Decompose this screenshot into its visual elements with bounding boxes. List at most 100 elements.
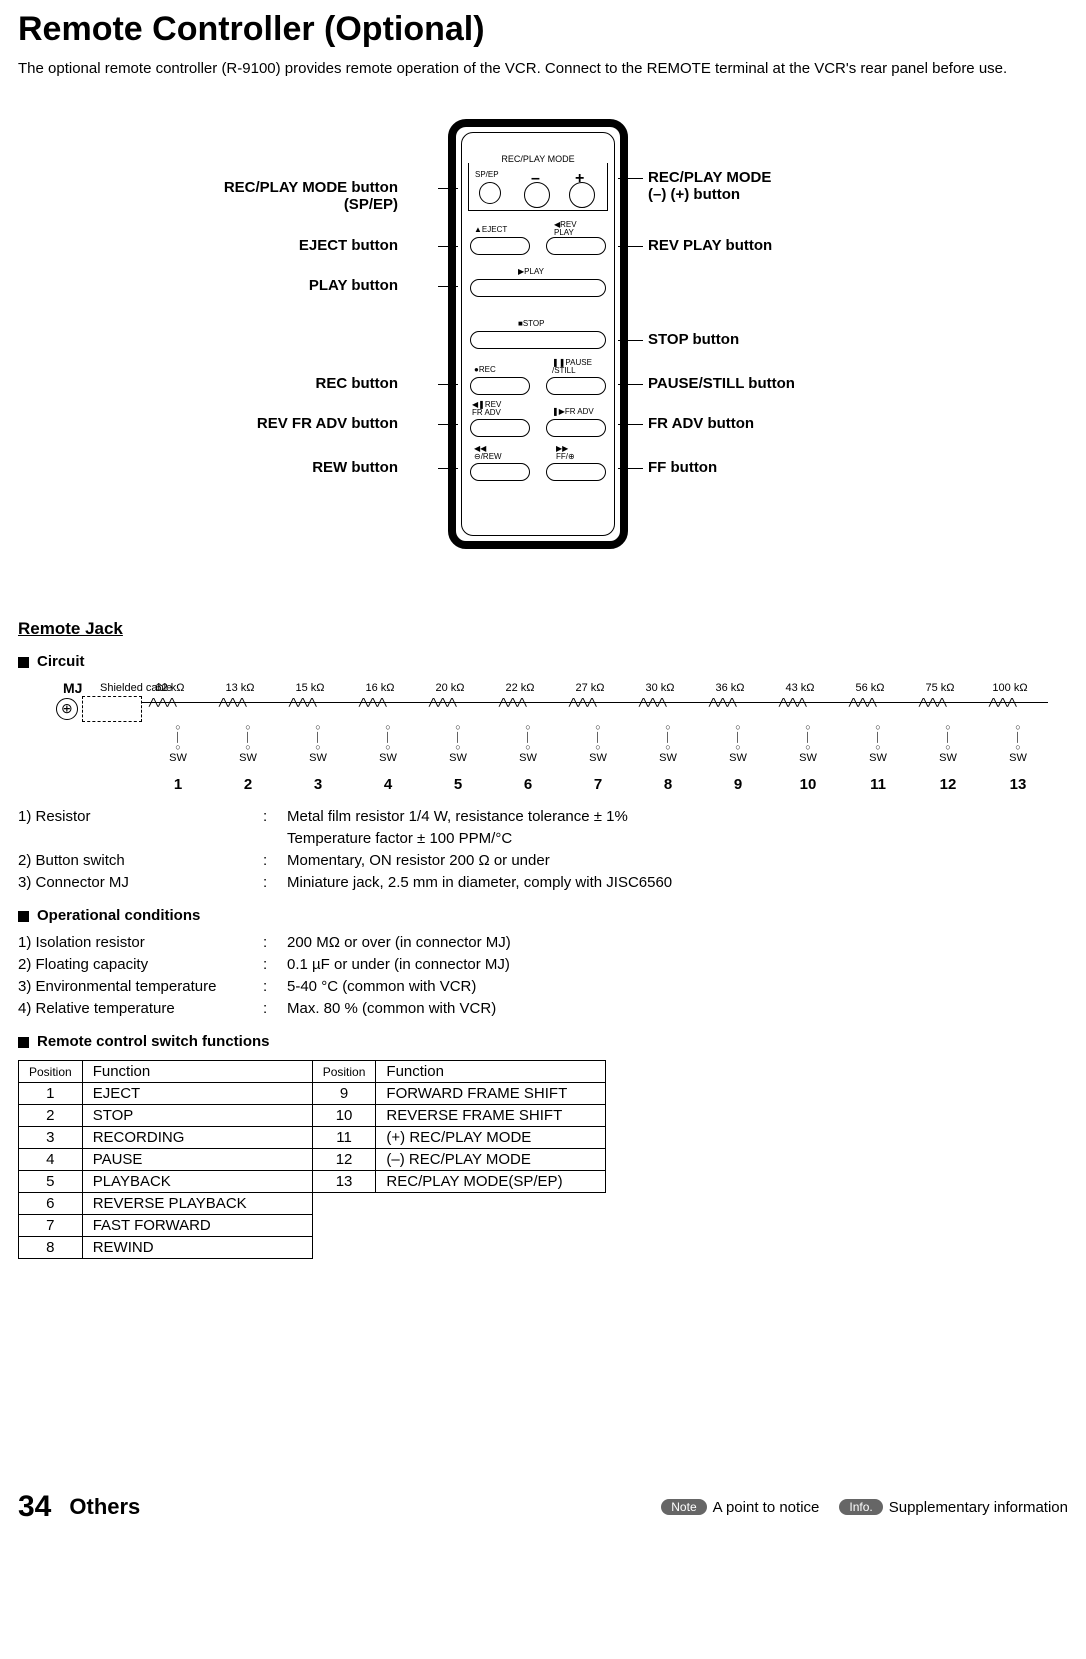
revplay-label: ◀REV PLAY [554,221,577,237]
resistor-zigzag: /\/\/\ [358,696,386,709]
callout-right: FF button [648,459,717,476]
switch-number: 11 [858,776,898,793]
plus-button [569,182,595,208]
switch-label: ○│○SW [928,722,968,764]
revfr-button [470,419,530,437]
resistor-zigzag: /\/\/\ [568,696,596,709]
spec-row: 1) Isolation resistor:200 MΩ or over (in… [18,932,1068,954]
switch-number: 3 [298,776,338,793]
remote-jack-heading: Remote Jack [18,619,1068,639]
resistor-zigzag: /\/\/\ [778,696,806,709]
fradv-button [546,419,606,437]
switch-number: 5 [438,776,478,793]
resistor-label: 13 kΩ [210,682,270,694]
switch-number: 4 [368,776,408,793]
resistor-label: 43 kΩ [770,682,830,694]
resistor-zigzag: /\/\/\ [988,696,1016,709]
table-row: 6REVERSE PLAYBACK [19,1193,606,1215]
callout-left: REW button [312,459,398,476]
circuit-diagram: MJ Shielded cable ⊕ 62 kΩ/\/\/\13 kΩ/\/\… [18,680,1068,800]
pause-label: ❚❚PAUSE /STILL [552,359,592,375]
table-row: 8REWIND [19,1237,606,1259]
callout-left: REV FR ADV button [257,415,398,432]
resistor-label: 75 kΩ [910,682,970,694]
switch-number: 1 [158,776,198,793]
switch-number: 6 [508,776,548,793]
mj-label: MJ [63,680,82,696]
table-row: 5PLAYBACK13 REC/PLAY MODE(SP/EP) [19,1171,606,1193]
resistor-zigzag: /\/\/\ [638,696,666,709]
rew-label: ◀◀ ⊖/REW [474,445,502,461]
switch-number: 7 [578,776,618,793]
modebox-label: REC/PLAY MODE [469,154,607,164]
remote-outline: REC/PLAY MODE SP/EP – + ▲EJECT ◀REV PLAY… [448,119,628,549]
spec-row: 4) Relative temperature:Max. 80 % (commo… [18,998,1068,1020]
rec-button [470,377,530,395]
switch-number: 2 [228,776,268,793]
switch-number: 8 [648,776,688,793]
switch-label: ○│○SW [718,722,758,764]
callout-left: EJECT button [299,237,398,254]
intro-text: The optional remote controller (R-9100) … [18,59,1068,79]
callout-right: FR ADV button [648,415,754,432]
functable-heading: Remote control switch functions [18,1033,1068,1050]
switch-label: ○│○SW [298,722,338,764]
table-row: 1EJECT9FORWARD FRAME SHIFT [19,1083,606,1105]
resistor-label: 20 kΩ [420,682,480,694]
table-row: 7FAST FORWARD [19,1215,606,1237]
sp-ep-label: SP/EP [475,170,499,179]
resistor-zigzag: /\/\/\ [428,696,456,709]
table-row: 3RECORDING11(+) REC/PLAY MODE [19,1127,606,1149]
spec-row: 3) Environmental temperature:5-40 °C (co… [18,976,1068,998]
resistor-zigzag: /\/\/\ [708,696,736,709]
resistor-zigzag: /\/\/\ [148,696,176,709]
callout-left: PLAY button [309,277,398,294]
remote-diagram: REC/PLAY MODE SP/EP – + ▲EJECT ◀REV PLAY… [18,119,1068,579]
switch-label: ○│○SW [368,722,408,764]
switch-label: ○│○SW [508,722,548,764]
resistor-zigzag: /\/\/\ [848,696,876,709]
page-number: 34 [18,1490,51,1524]
stop-button [470,331,606,349]
func-header-2: Function [376,1061,606,1083]
circuit-heading: Circuit [18,653,1068,670]
note-text: A point to notice [713,1499,820,1516]
switch-label: ○│○SW [858,722,898,764]
switch-label: ○│○SW [158,722,198,764]
resistor-label: 30 kΩ [630,682,690,694]
fradv-label: ❚▶FR ADV [552,407,594,416]
resistor-label: 36 kΩ [700,682,760,694]
ff-label: ▶▶ FF/⊕ [556,445,575,461]
specs-1: 1) Resistor:Metal film resistor 1/4 W, r… [18,806,1068,893]
spec-row: 2) Floating capacity:0.1 µF or under (in… [18,954,1068,976]
callout-right: PAUSE/STILL button [648,375,795,392]
ff-button [546,463,606,481]
revplay-button [546,237,606,255]
play-label: ▶PLAY [518,267,544,276]
resistor-zigzag: /\/\/\ [218,696,246,709]
note-pill: Note [661,1499,706,1515]
resistor-zigzag: /\/\/\ [918,696,946,709]
eject-button [470,237,530,255]
spec-row: 2) Button switch:Momentary, ON resistor … [18,850,1068,872]
info-pill: Info. [839,1499,882,1515]
page-title: Remote Controller (Optional) [18,10,1068,49]
callout-right: REV PLAY button [648,237,772,254]
switch-number: 9 [718,776,758,793]
resistor-label: 100 kΩ [980,682,1040,694]
resistor-label: 15 kΩ [280,682,340,694]
table-row: 4PAUSE12(–) REC/PLAY MODE [19,1149,606,1171]
resistor-label: 27 kΩ [560,682,620,694]
specs-2: 1) Isolation resistor:200 MΩ or over (in… [18,932,1068,1019]
switch-label: ○│○SW [998,722,1038,764]
revfr-label: ◀❚REV FR ADV [472,401,501,417]
switch-number: 10 [788,776,828,793]
rec-label: ●REC [474,365,496,374]
resistor-zigzag: /\/\/\ [498,696,526,709]
function-table: Position Function Position Function 1EJE… [18,1060,606,1259]
callout-right: STOP button [648,331,739,348]
stop-label: ■STOP [518,319,544,328]
callout-left: REC/PLAY MODE button(SP/EP) [224,179,398,213]
callout-right: REC/PLAY MODE(–) (+) button [648,169,771,203]
resistor-zigzag: /\/\/\ [288,696,316,709]
